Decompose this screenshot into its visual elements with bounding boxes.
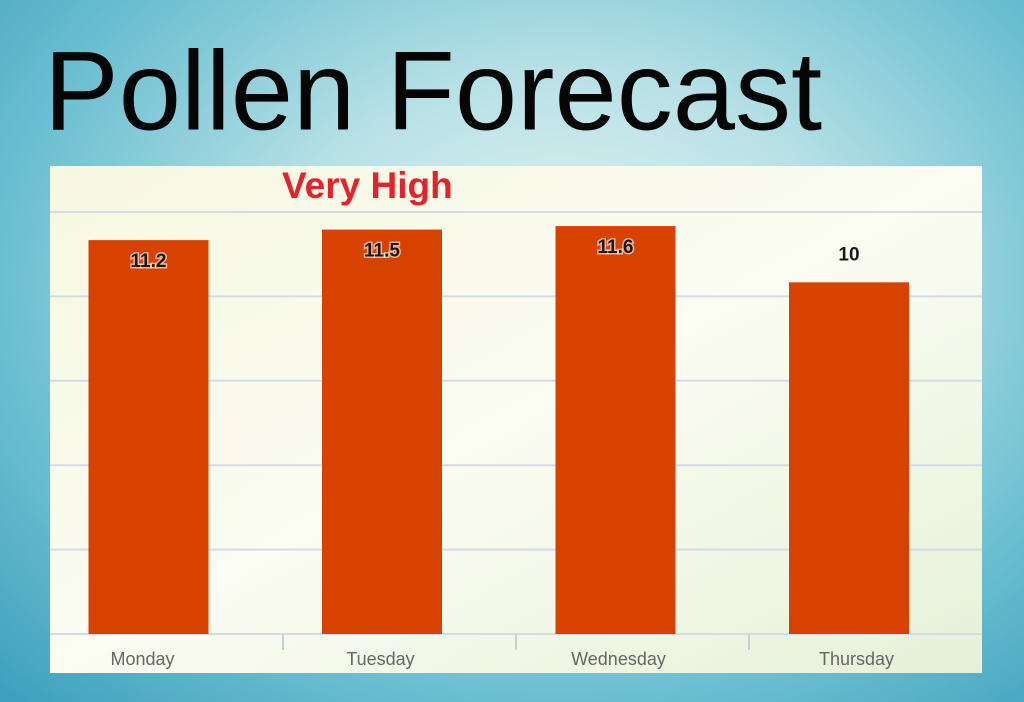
value-label: 10	[838, 244, 859, 265]
annotation: Very High	[282, 165, 453, 206]
bar	[555, 226, 676, 635]
bar	[88, 240, 209, 634]
x-tick-label: Monday	[110, 649, 174, 669]
bar	[322, 229, 442, 635]
x-tick-label: Tuesday	[346, 649, 414, 669]
value-label: 11.6	[598, 237, 634, 258]
value-label: 11.5	[364, 241, 400, 262]
x-tick-label: Wednesday	[571, 649, 666, 669]
x-tick-label: Thursday	[819, 649, 894, 669]
bar	[789, 282, 909, 634]
page-title: Pollen Forecast	[44, 29, 822, 154]
value-label: 11.2	[131, 251, 167, 272]
